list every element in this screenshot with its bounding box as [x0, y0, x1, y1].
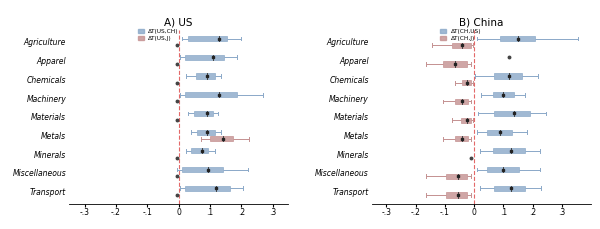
Bar: [185, 92, 236, 97]
Title: A) US: A) US: [164, 18, 193, 28]
Bar: [185, 186, 230, 191]
Bar: [182, 167, 223, 172]
Bar: [461, 117, 471, 123]
Bar: [452, 43, 471, 48]
Bar: [446, 192, 467, 198]
Bar: [191, 148, 208, 153]
Bar: [185, 55, 224, 60]
Bar: [188, 36, 227, 41]
Bar: [443, 61, 467, 67]
Bar: [487, 130, 512, 135]
Legend: ΔT(CH,US), ΔT(CH,J): ΔT(CH,US), ΔT(CH,J): [440, 29, 482, 41]
Bar: [455, 136, 468, 142]
Bar: [493, 92, 514, 97]
Bar: [494, 186, 525, 191]
Bar: [463, 80, 471, 85]
Title: B) China: B) China: [459, 18, 503, 28]
Bar: [494, 111, 530, 116]
Bar: [197, 130, 215, 135]
Bar: [500, 36, 535, 41]
Bar: [196, 73, 215, 79]
Bar: [494, 73, 522, 79]
Bar: [210, 136, 233, 142]
Bar: [446, 174, 467, 179]
Bar: [194, 111, 213, 116]
Legend: ΔT(US,CH), ΔT(US,J): ΔT(US,CH), ΔT(US,J): [138, 29, 179, 41]
Bar: [493, 148, 525, 153]
Bar: [487, 167, 520, 172]
Bar: [455, 99, 468, 104]
